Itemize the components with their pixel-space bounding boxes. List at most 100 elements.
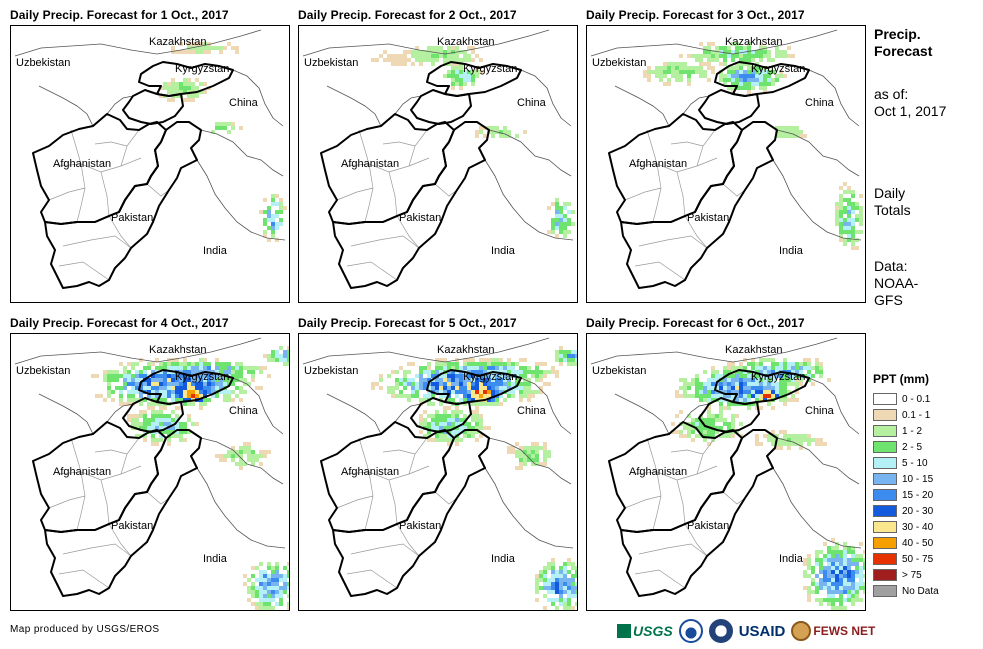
legend-swatch (873, 425, 897, 437)
place-label-kyrgyzstan: Kyrgyzstan (175, 63, 230, 75)
legend-row: > 75 (873, 567, 973, 583)
place-label-china: China (805, 405, 834, 417)
side-title-line2: Forecast (874, 43, 933, 59)
legend-swatch (873, 537, 897, 549)
focus-country-outlines (32, 369, 234, 597)
forecast-panel: Daily Precip. Forecast for 5 Oct., 2017 K… (298, 316, 578, 612)
legend-label: 30 - 40 (902, 521, 934, 533)
panel-title: Daily Precip. Forecast for 3 Oct., 2017 (586, 8, 805, 22)
legend-swatch (873, 473, 897, 485)
side-data-line2: NOAA- (874, 275, 919, 291)
legend-swatch (873, 441, 897, 453)
province-lines (624, 437, 746, 589)
forecast-panel: Daily Precip. Forecast for 6 Oct., 2017 K… (586, 316, 866, 612)
place-label-india: India (203, 553, 227, 565)
legend-label: No Data (902, 585, 939, 597)
place-label-kazakhstan: Kazakhstan (437, 344, 495, 356)
place-label-kyrgyzstan: Kyrgyzstan (463, 371, 518, 383)
panel-title: Daily Precip. Forecast for 4 Oct., 2017 (10, 316, 229, 330)
legend-label: 0 - 0.1 (902, 393, 931, 405)
place-label-uzbekistan: Uzbekistan (304, 365, 359, 377)
province-lines (624, 129, 746, 281)
side-totals-line2: Totals (874, 202, 911, 218)
place-label-uzbekistan: Uzbekistan (16, 365, 71, 377)
side-title: Precip. Forecast (874, 26, 932, 60)
place-label-kazakhstan: Kazakhstan (149, 344, 207, 356)
place-label-kazakhstan: Kazakhstan (149, 36, 207, 48)
precip-raster (371, 346, 577, 610)
legend-swatch (873, 505, 897, 517)
usgs-mark-icon (617, 624, 631, 638)
country-borders (14, 337, 286, 549)
legend-label: 1 - 2 (902, 425, 923, 437)
place-label-uzbekistan: Uzbekistan (304, 57, 359, 69)
map-credit: Map produced by USGS/EROS (10, 624, 160, 635)
map-canvas (590, 337, 865, 610)
country-borders (590, 29, 862, 241)
place-label-india: India (491, 245, 515, 257)
map-canvas (302, 337, 577, 610)
side-title-line1: Precip. (874, 26, 921, 42)
place-label-india: India (203, 245, 227, 257)
legend-label: > 75 (902, 569, 922, 581)
usaid-logo-text: USAID (738, 622, 786, 640)
legend-swatch (873, 553, 897, 565)
place-label-china: China (229, 97, 258, 109)
focus-country-outlines (32, 61, 234, 289)
place-label-afghanistan: Afghanistan (341, 158, 400, 170)
place-label-india: India (779, 553, 803, 565)
precip-raster (671, 358, 865, 610)
map-canvas (14, 29, 287, 289)
side-data-line1: Data: (874, 258, 908, 274)
place-label-china: China (517, 405, 546, 417)
place-label-pakistan: Pakistan (687, 520, 730, 532)
place-label-pakistan: Pakistan (399, 212, 442, 224)
side-totals-line1: Daily (874, 185, 906, 201)
fews-globe-icon (791, 621, 812, 641)
place-label-pakistan: Pakistan (111, 520, 154, 532)
map-canvas (302, 29, 575, 289)
place-label-kyrgyzstan: Kyrgyzstan (751, 371, 806, 383)
place-label-afghanistan: Afghanistan (53, 466, 112, 478)
place-label-afghanistan: Afghanistan (629, 158, 688, 170)
legend-row: 1 - 2 (873, 423, 973, 439)
forecast-map: Kazakhstan Uzbekistan Kyrgyzstan China Afgha… (586, 333, 866, 611)
forecast-panel: Daily Precip. Forecast for 3 Oct., 2017 K… (586, 8, 866, 304)
place-label-afghanistan: Afghanistan (341, 466, 400, 478)
place-label-kazakhstan: Kazakhstan (725, 36, 783, 48)
place-label-uzbekistan: Uzbekistan (16, 57, 71, 69)
country-borders (590, 337, 862, 549)
legend-label: 5 - 10 (902, 457, 928, 469)
forecast-panel: Daily Precip. Forecast for 2 Oct., 2017 K… (298, 8, 578, 304)
legend-swatch (873, 569, 897, 581)
focus-country-outlines (608, 369, 810, 597)
legend-row: 0.1 - 1 (873, 407, 973, 423)
legend-label: 40 - 50 (902, 537, 934, 549)
legend-swatch (873, 457, 897, 469)
place-label-pakistan: Pakistan (687, 212, 730, 224)
place-label-india: India (491, 553, 515, 565)
legend-row: 50 - 75 (873, 551, 973, 567)
legend-row: 30 - 40 (873, 519, 973, 535)
side-data-line3: GFS (874, 292, 903, 308)
place-label-kyrgyzstan: Kyrgyzstan (751, 63, 806, 75)
precip-raster (643, 42, 863, 250)
noaa-logo-icon (678, 619, 703, 643)
forecast-panel: Daily Precip. Forecast for 4 Oct., 2017 K… (10, 316, 290, 612)
panel-title: Daily Precip. Forecast for 6 Oct., 2017 (586, 316, 805, 330)
place-label-china: China (229, 405, 258, 417)
legend-swatch (873, 489, 897, 501)
side-asof-line1: as of: (874, 86, 909, 102)
country-borders (302, 337, 574, 549)
legend-title: PPT (mm) (873, 372, 930, 386)
side-asof: as of: Oct 1, 2017 (874, 86, 946, 120)
forecast-map: Kazakhstan Uzbekistan Kyrgyzstan China Afgha… (10, 333, 290, 611)
province-lines (48, 129, 170, 281)
legend-row: 10 - 15 (873, 471, 973, 487)
side-totals: Daily Totals (874, 185, 911, 219)
place-label-afghanistan: Afghanistan (629, 466, 688, 478)
focus-country-outlines (320, 369, 522, 597)
legend-swatch (873, 521, 897, 533)
place-label-kyrgyzstan: Kyrgyzstan (175, 371, 230, 383)
usaid-seal-icon (708, 619, 733, 643)
